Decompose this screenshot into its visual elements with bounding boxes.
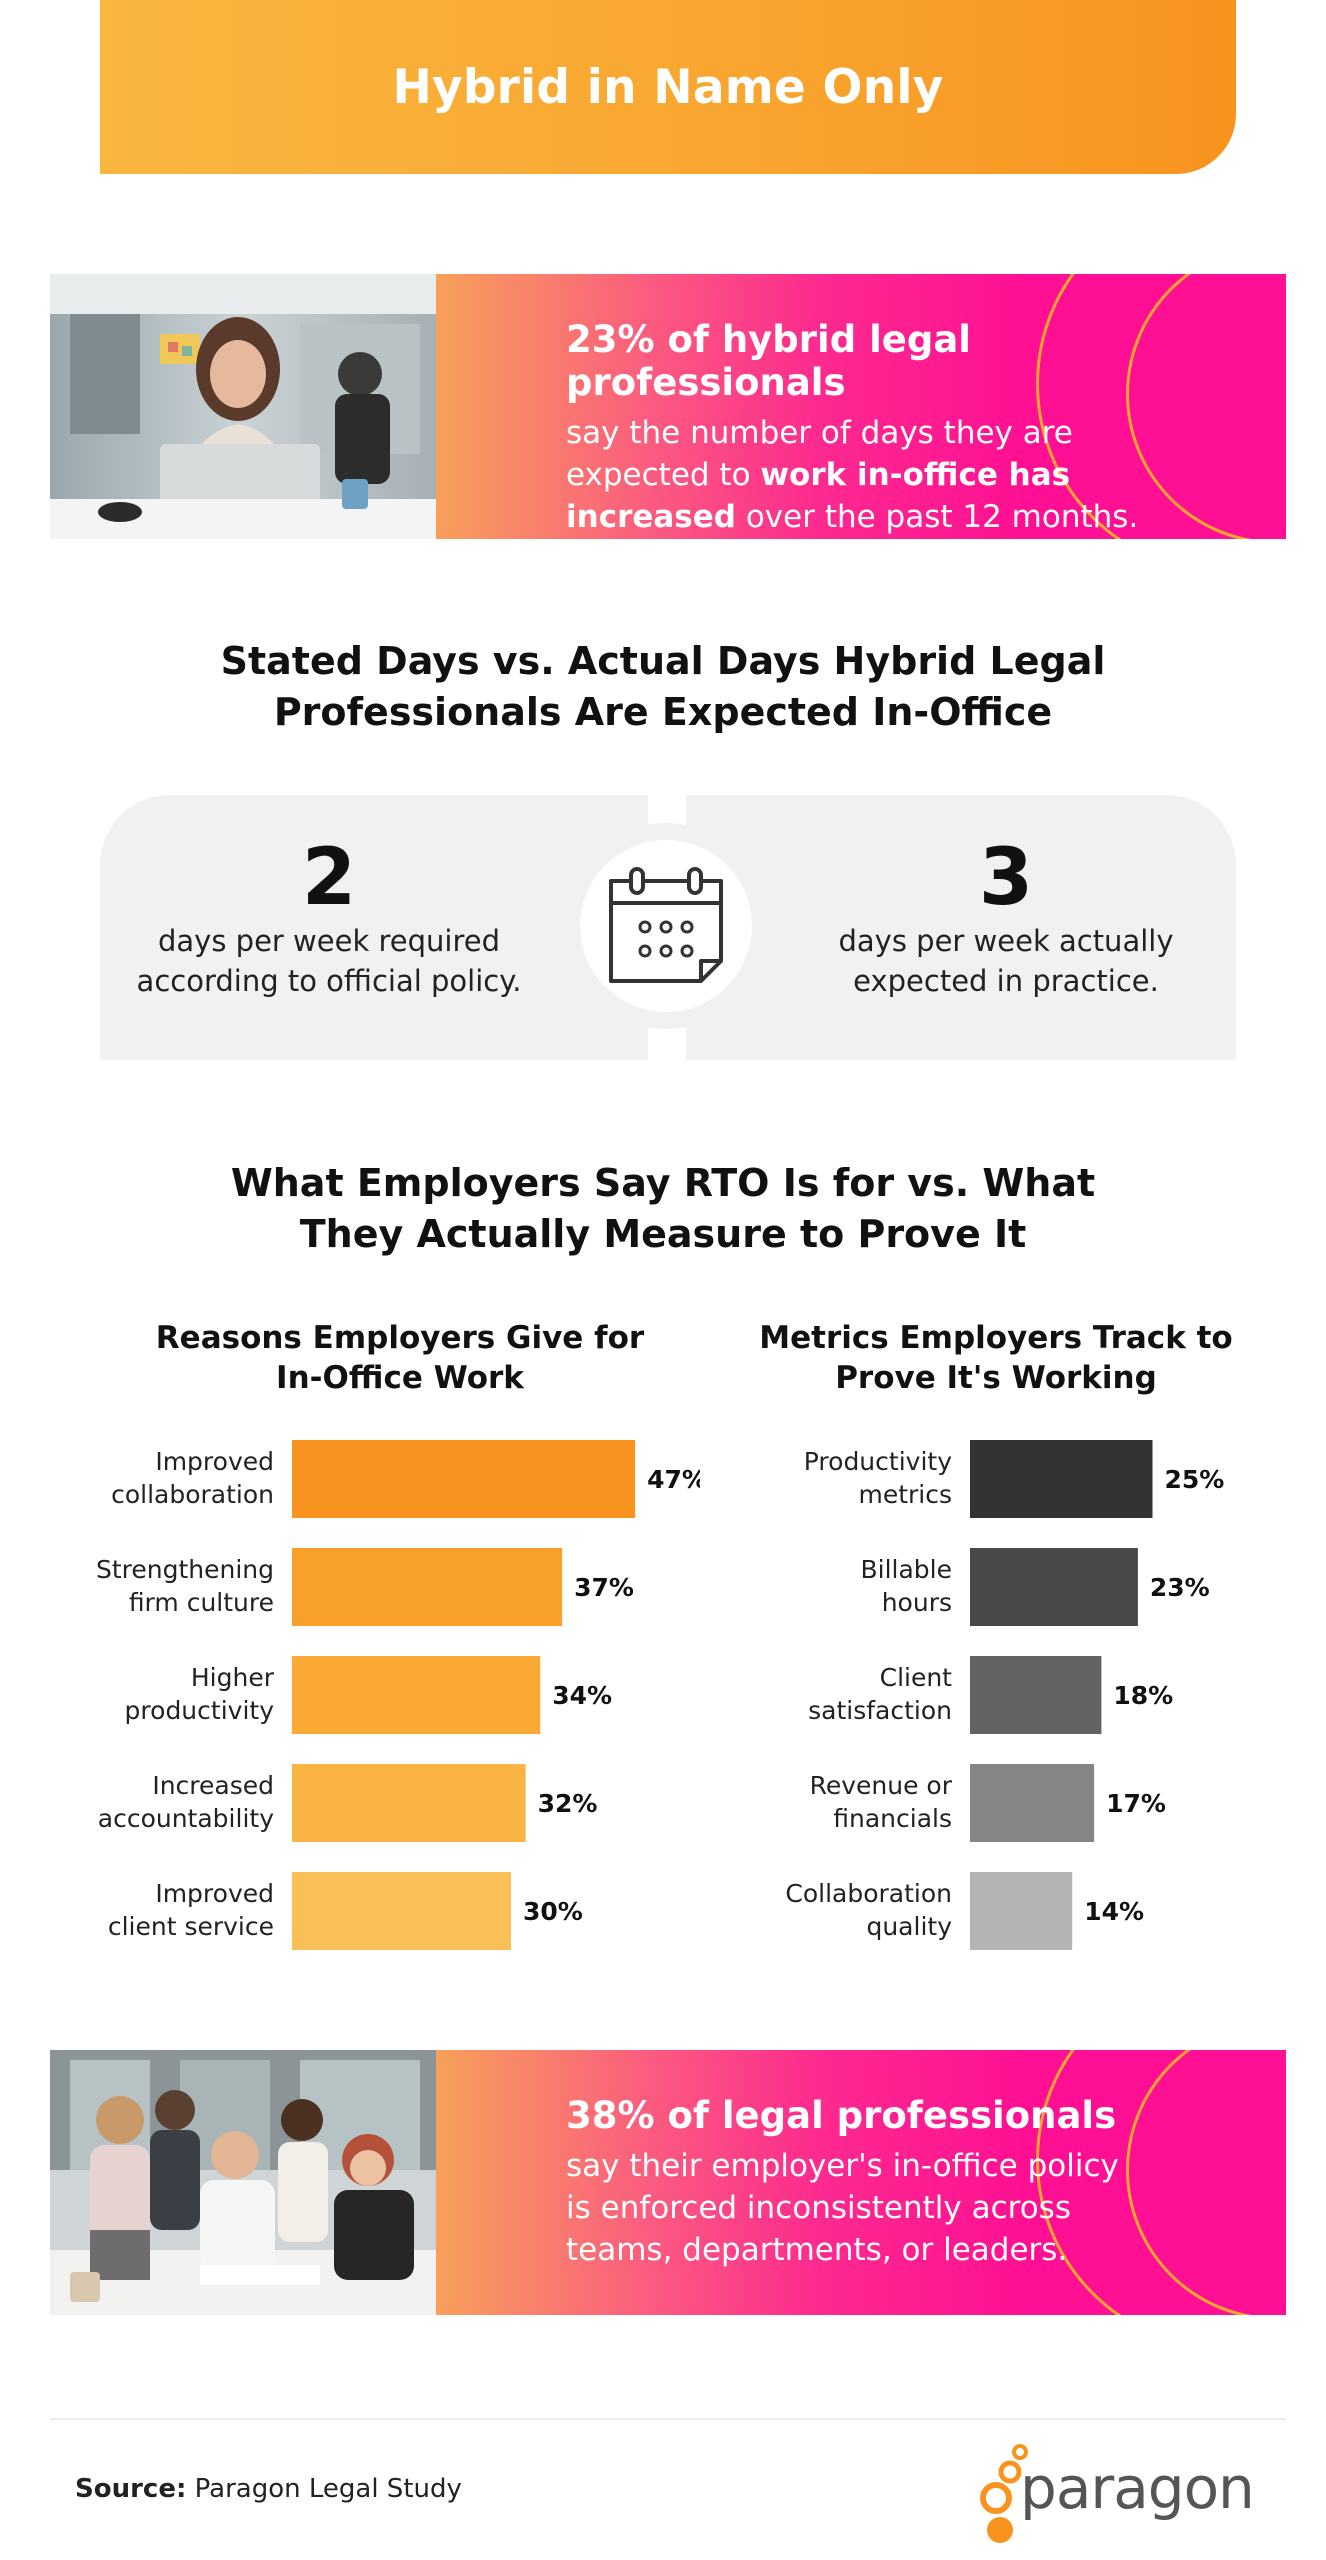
reasons-bar xyxy=(292,1872,511,1950)
reasons-bar xyxy=(292,1548,563,1626)
team-meeting-photo xyxy=(50,2050,436,2315)
stated-days-description: days per week required according to offi… xyxy=(136,924,522,998)
stat-banner-increase: 23% of hybrid legal professionals say th… xyxy=(50,274,1286,539)
reasons-value-label: 34% xyxy=(552,1681,612,1710)
metrics-category-label: Billable hours xyxy=(860,1555,952,1617)
decorative-arc xyxy=(1036,2050,1286,2315)
reasons-category-label: Strengthening firm culture xyxy=(96,1555,274,1617)
reasons-bar xyxy=(292,1656,541,1734)
stat-panel: 38% of legal professionals say their emp… xyxy=(436,2050,1286,2315)
metrics-bar-chart: Productivity metrics 25% Billable hours 23% Cl… xyxy=(785,1440,1225,1950)
reasons-category-label: Improved client service xyxy=(108,1879,274,1941)
stated-days-card: 2 days per week required according to of… xyxy=(100,795,648,1060)
metrics-category-label: Productivity metrics xyxy=(804,1447,952,1509)
svg-text:paragon: paragon xyxy=(1020,2454,1252,2522)
reasons-category-label: Improved collaboration xyxy=(111,1447,274,1509)
metrics-value-label: 25% xyxy=(1165,1465,1225,1494)
metrics-category-label: Revenue or financials xyxy=(810,1771,953,1833)
reasons-bar xyxy=(292,1764,526,1842)
reasons-category-label: Increased accountability xyxy=(98,1771,274,1833)
actual-days-description: days per week actually expected in pract… xyxy=(838,924,1174,998)
reasons-value-label: 37% xyxy=(574,1573,634,1602)
metrics-bar xyxy=(970,1440,1153,1518)
actual-days-card: 3 days per week actually expected in pra… xyxy=(686,795,1236,1060)
source-note: Source: Paragon Legal Study xyxy=(75,2474,462,2504)
metrics-value-label: 23% xyxy=(1150,1573,1210,1602)
stated-days-number: 2 xyxy=(301,833,357,923)
stat-description: say their employer's in-office policy is… xyxy=(566,2148,1119,2268)
stat-headline: 38% of legal professionals xyxy=(566,2094,1117,2137)
decorative-arc xyxy=(1126,274,1286,539)
reasons-bar xyxy=(292,1440,636,1518)
actual-days-number: 3 xyxy=(978,833,1034,923)
paragon-logo: paragon xyxy=(962,2440,1255,2550)
metrics-bar xyxy=(970,1548,1138,1626)
metrics-bar xyxy=(970,1764,1095,1842)
rto-section-title: What Employers Say RTO Is for vs. What T… xyxy=(230,1161,1096,1256)
stat-headline: 23% of hybrid legal professionals xyxy=(566,318,971,404)
metrics-value-label: 18% xyxy=(1113,1681,1173,1710)
stat-banner-inconsistent: 38% of legal professionals say their emp… xyxy=(50,2050,1286,2315)
stated-vs-actual-title: Stated Days vs. Actual Days Hybrid Legal… xyxy=(220,639,1106,734)
metrics-value-label: 14% xyxy=(1084,1897,1144,1926)
reasons-chart-title: Reasons Employers Give for In-Office Wor… xyxy=(155,1320,645,1396)
decorative-arc xyxy=(1036,274,1286,539)
calendar-icon xyxy=(563,823,769,1029)
header-banner: Hybrid in Name Only xyxy=(100,0,1236,174)
stat-panel: 23% of hybrid legal professionals say th… xyxy=(436,274,1286,539)
reasons-value-label: 32% xyxy=(538,1789,598,1818)
page-title: Hybrid in Name Only xyxy=(392,59,944,115)
office-worker-photo xyxy=(50,274,436,539)
footer-divider xyxy=(50,2418,1286,2420)
stat-description: say the number of days they are expected… xyxy=(566,415,1139,535)
metrics-chart-title: Metrics Employers Track to Prove It's Wo… xyxy=(759,1320,1233,1396)
reasons-value-label: 30% xyxy=(523,1897,583,1926)
metrics-bar xyxy=(970,1872,1073,1950)
decorative-arc xyxy=(1126,2050,1286,2315)
metrics-category-label: Client satisfaction xyxy=(808,1663,952,1725)
reasons-category-label: Higher productivity xyxy=(125,1663,275,1725)
calendar-badge xyxy=(563,823,769,1029)
metrics-bar xyxy=(970,1656,1102,1734)
reasons-value-label: 47% xyxy=(647,1465,700,1494)
metrics-value-label: 17% xyxy=(1106,1789,1166,1818)
metrics-category-label: Collaboration quality xyxy=(785,1879,952,1941)
